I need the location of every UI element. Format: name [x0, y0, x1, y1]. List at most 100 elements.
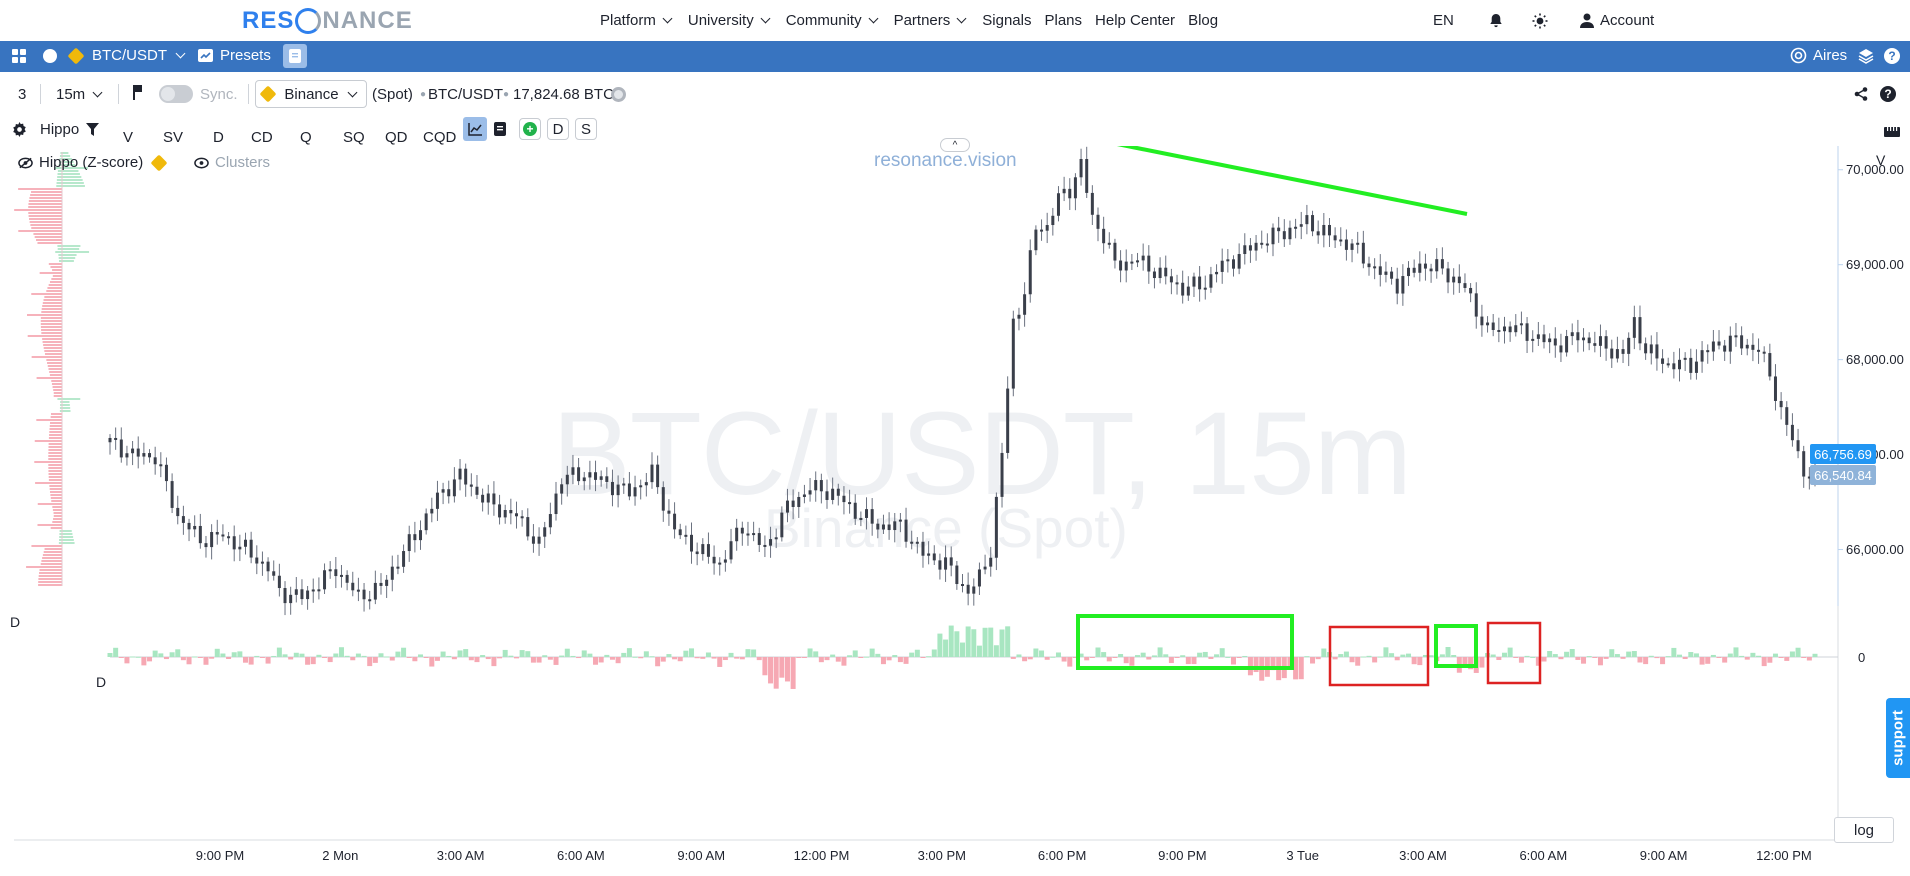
- candle-body: [164, 464, 168, 482]
- second-price-tag: 66,540.84: [1810, 465, 1876, 485]
- candle-body: [1062, 188, 1066, 194]
- grid-menu-icon[interactable]: [12, 49, 26, 67]
- delta-bar-negative: [372, 657, 378, 663]
- help-icon[interactable]: ?: [1880, 86, 1896, 102]
- candle-body: [1265, 243, 1269, 246]
- language-select[interactable]: EN: [1433, 0, 1454, 41]
- delta-bar-positive: [1389, 653, 1395, 657]
- delta-bar-positive: [440, 651, 446, 657]
- delta-bar-positive: [1727, 653, 1733, 657]
- nav-item-platform[interactable]: Platform: [600, 12, 675, 29]
- candle-body: [1407, 267, 1411, 277]
- status-circle-icon[interactable]: [43, 49, 57, 63]
- flag-icon[interactable]: [133, 84, 143, 104]
- indicator-button-sq[interactable]: SQ: [343, 129, 365, 146]
- clusters-legend[interactable]: Clusters: [194, 154, 270, 171]
- delta-bar-negative: [1417, 657, 1423, 666]
- support-tab[interactable]: support: [1886, 698, 1910, 778]
- log-scale-button[interactable]: log: [1834, 817, 1894, 843]
- delta-bar-negative: [350, 657, 356, 661]
- nav-item-blog[interactable]: Blog: [1188, 12, 1218, 29]
- price-chart[interactable]: [0, 146, 1910, 876]
- delta-bar-negative: [1106, 657, 1112, 662]
- delta-bar-negative: [711, 657, 717, 659]
- volume-profile-bar: [59, 260, 74, 262]
- delta-bar-negative: [1084, 657, 1090, 661]
- delta-bar-negative: [576, 657, 582, 659]
- indicator-button-cqd[interactable]: CQD: [423, 129, 457, 146]
- candle-body: [938, 560, 942, 570]
- indicator-button-cd[interactable]: CD: [251, 129, 273, 146]
- candle-body: [1486, 322, 1490, 326]
- s-toggle-button[interactable]: S: [575, 118, 597, 140]
- candle-body: [464, 468, 468, 485]
- timeframe-select[interactable]: 15m: [56, 86, 105, 103]
- indicator-button-qd[interactable]: QD: [385, 129, 408, 146]
- delta-bar-positive: [1214, 654, 1220, 657]
- candle-body: [1045, 225, 1049, 231]
- volume-profile-bar: [59, 155, 71, 157]
- collapse-button[interactable]: ^: [940, 138, 970, 152]
- language-label[interactable]: EN: [1433, 12, 1454, 29]
- indicator-button-sv[interactable]: SV: [163, 129, 184, 146]
- nav-item-community[interactable]: Community: [786, 12, 881, 29]
- note-icon[interactable]: [494, 122, 506, 140]
- candle-body: [853, 502, 857, 519]
- filter-icon[interactable]: [86, 123, 99, 140]
- time-tick-label: 2 Mon: [322, 848, 359, 863]
- ruler-icon[interactable]: [1884, 124, 1900, 141]
- presets-button[interactable]: Presets: [198, 47, 271, 64]
- exchange-select[interactable]: Binance: [255, 80, 367, 108]
- delta-bar-positive: [1677, 654, 1683, 657]
- nav-item-label: Platform: [600, 12, 656, 29]
- chart-area[interactable]: BTC/USDT, 15m Binance (Spot) ^ resonance…: [0, 138, 1910, 876]
- nav-item-signals[interactable]: Signals: [982, 12, 1031, 29]
- nav-item-plans[interactable]: Plans: [1044, 12, 1082, 29]
- candle-body: [1491, 322, 1495, 330]
- volume-profile-bar: [27, 314, 62, 316]
- nav-item-help-center[interactable]: Help Center: [1095, 12, 1175, 29]
- volume-profile-bar: [52, 521, 62, 523]
- nav-item-university[interactable]: University: [688, 12, 773, 29]
- symbol-select[interactable]: BTC/USDT: [67, 47, 188, 64]
- add-indicator-button[interactable]: +: [519, 118, 541, 140]
- volume-profile-bar: [51, 383, 62, 385]
- indicator-button-q[interactable]: Q: [300, 129, 312, 146]
- line-chart-button[interactable]: [463, 117, 487, 141]
- share-icon[interactable]: [1854, 87, 1868, 105]
- delta-bar-negative: [124, 657, 130, 664]
- layers-icon[interactable]: [1858, 48, 1874, 68]
- d-toggle-button[interactable]: D: [547, 118, 569, 140]
- candle-body: [560, 484, 564, 494]
- layout-count[interactable]: 3: [18, 85, 27, 103]
- indicator-legend[interactable]: Hippo (Z-score): [18, 154, 168, 171]
- delta-bar-positive: [982, 627, 988, 657]
- sun-icon[interactable]: [1532, 0, 1548, 41]
- candle-body: [1073, 177, 1077, 199]
- nav-item-label: Blog: [1188, 12, 1219, 29]
- candle-body: [356, 589, 360, 592]
- account-button[interactable]: Account: [1580, 0, 1654, 41]
- delta-bar-negative: [598, 657, 604, 663]
- nav-item-partners[interactable]: Partners: [894, 12, 970, 29]
- indicator-label[interactable]: Hippo: [40, 120, 80, 138]
- resonance-logo[interactable]: RES NANCE: [242, 7, 413, 34]
- candle-body: [870, 509, 874, 524]
- candle-body: [1311, 215, 1315, 232]
- notes-button[interactable]: [283, 44, 307, 68]
- indicator-button-d[interactable]: D: [213, 129, 224, 146]
- volume-profile-bar: [26, 566, 62, 568]
- status-dot-icon: [611, 87, 626, 102]
- sync-toggle[interactable]: [159, 85, 193, 103]
- user-menu[interactable]: Aires: [1790, 47, 1847, 64]
- delta-bar-negative: [615, 657, 621, 664]
- candle-body: [277, 575, 281, 589]
- volume-profile-bar: [30, 224, 62, 226]
- candle-body: [915, 541, 919, 544]
- candle-body: [865, 509, 869, 518]
- candle-body: [893, 521, 897, 531]
- help-icon[interactable]: ?: [1884, 48, 1900, 64]
- bell-icon[interactable]: [1488, 0, 1504, 41]
- gear-icon[interactable]: [12, 122, 27, 141]
- indicator-button-v[interactable]: V: [123, 129, 134, 146]
